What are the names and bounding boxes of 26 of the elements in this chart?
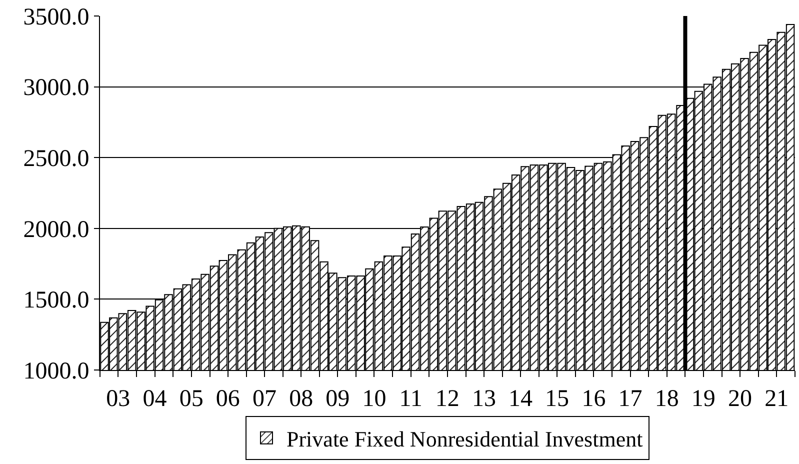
x-tick-label: 05 — [179, 386, 204, 412]
x-tick-label: 03 — [106, 386, 130, 412]
x-tick-label: 16 — [582, 386, 606, 412]
x-tick-label: 15 — [545, 386, 570, 412]
y-tick-label: 3500.0 — [23, 4, 90, 30]
x-tick-label: 11 — [399, 386, 422, 412]
x-tick-label: 21 — [764, 386, 789, 412]
y-tick-label: 3000.0 — [23, 75, 90, 102]
y-tick-label: 1000.0 — [23, 358, 90, 384]
x-tick-label: 04 — [142, 386, 167, 412]
x-tick-label: 12 — [435, 386, 460, 412]
x-tick-label: 18 — [654, 386, 679, 412]
y-tick-label: 1500.0 — [23, 288, 90, 314]
x-tick-label: 20 — [728, 386, 752, 412]
y-tick-label: 2000.0 — [23, 216, 90, 243]
x-tick-label: 09 — [326, 386, 350, 412]
x-tick-label: 17 — [618, 386, 642, 412]
y-tick-label: 2500.0 — [23, 146, 90, 172]
x-tick-label: 07 — [252, 386, 276, 412]
x-tick-label: 19 — [691, 386, 716, 412]
series-label: Private Fixed Nonresidential Investment — [286, 426, 643, 452]
x-tick-label: 14 — [508, 386, 533, 412]
x-tick-label: 06 — [216, 386, 240, 412]
x-tick-label: 08 — [289, 386, 314, 412]
x-tick-label: 10 — [362, 386, 386, 412]
x-tick-label: 13 — [472, 386, 496, 412]
